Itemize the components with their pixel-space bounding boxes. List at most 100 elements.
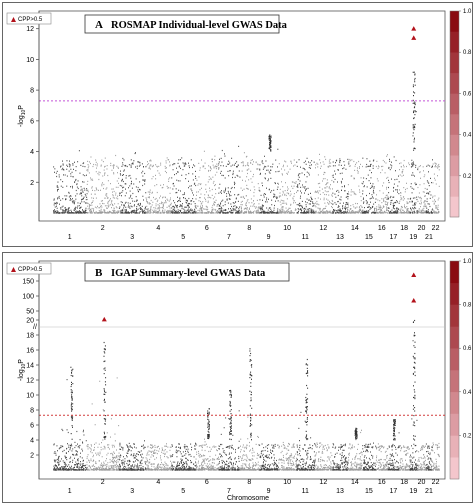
data-point (121, 185, 123, 187)
data-point (172, 209, 174, 211)
data-point (413, 110, 414, 112)
data-point (372, 165, 374, 167)
colorbar-step (450, 196, 459, 218)
data-point (134, 210, 136, 212)
data-point (58, 176, 60, 178)
data-point (83, 429, 84, 431)
data-point (375, 212, 376, 214)
data-point (350, 175, 352, 177)
data-point (184, 197, 186, 200)
data-point (307, 208, 309, 210)
data-point (166, 185, 168, 187)
data-point (287, 209, 289, 211)
data-point (113, 207, 115, 209)
data-point (78, 212, 79, 214)
data-point (210, 167, 212, 169)
y-axis-label-sub: 10 (21, 109, 27, 115)
data-point (182, 455, 184, 457)
data-point (366, 210, 368, 212)
data-point (395, 201, 397, 204)
data-point (239, 212, 241, 214)
data-point (103, 464, 104, 466)
data-point (386, 208, 388, 210)
data-point (414, 203, 416, 205)
data-point (171, 466, 172, 468)
data-point (267, 165, 269, 167)
data-point (284, 169, 286, 171)
data-point (362, 183, 364, 185)
data-point (117, 166, 119, 168)
data-point (53, 212, 55, 214)
data-point (86, 202, 88, 204)
data-point (114, 440, 116, 442)
data-point (141, 453, 143, 455)
data-point (92, 211, 94, 213)
data-point (412, 99, 414, 101)
data-point (367, 174, 369, 176)
data-point (426, 180, 428, 182)
data-point (418, 165, 420, 168)
data-point (207, 212, 209, 214)
data-point (269, 136, 271, 138)
data-point (219, 208, 221, 210)
data-point (365, 211, 367, 213)
data-point (112, 456, 114, 459)
data-point (254, 206, 256, 208)
data-point (331, 194, 333, 196)
data-point (367, 201, 368, 203)
data-point (397, 212, 398, 214)
data-point (133, 454, 134, 456)
data-point (113, 209, 115, 211)
data-point (219, 212, 221, 214)
chromosome-label: 8 (247, 225, 251, 232)
data-point (168, 210, 169, 212)
data-point (194, 448, 196, 450)
data-point (163, 212, 165, 214)
data-point (100, 165, 102, 167)
data-point (399, 174, 401, 176)
data-point (296, 165, 298, 167)
data-point (121, 462, 123, 464)
data-point (298, 203, 300, 205)
data-point (159, 469, 161, 471)
data-point (174, 469, 176, 471)
data-point (73, 454, 75, 456)
data-point (137, 208, 139, 210)
plot-frame (38, 260, 446, 480)
data-point (212, 182, 214, 184)
data-point (266, 197, 268, 199)
data-point (104, 172, 106, 174)
data-point (400, 166, 402, 168)
data-point (104, 437, 106, 439)
data-point (235, 207, 237, 209)
data-point (183, 165, 185, 167)
data-point (125, 183, 127, 185)
data-point (145, 460, 147, 463)
data-point (87, 167, 89, 169)
data-point (295, 181, 297, 183)
data-point (162, 196, 164, 198)
data-point (256, 212, 258, 214)
data-point (164, 452, 166, 454)
data-point (367, 211, 369, 213)
data-point (155, 468, 156, 471)
data-point (427, 209, 429, 211)
data-point (260, 208, 262, 210)
data-point (53, 166, 55, 168)
data-point (75, 170, 77, 172)
data-point (372, 167, 374, 169)
data-point (152, 469, 154, 471)
data-point (164, 449, 166, 451)
data-point (70, 467, 72, 469)
data-point (248, 212, 250, 214)
data-point (123, 170, 125, 172)
data-point (428, 185, 430, 187)
data-point (329, 202, 331, 204)
data-point (103, 351, 105, 353)
data-point (142, 175, 144, 177)
data-point (302, 186, 304, 188)
data-point (65, 465, 66, 467)
data-point (393, 156, 395, 158)
data-point (379, 208, 381, 210)
data-point (70, 433, 72, 435)
